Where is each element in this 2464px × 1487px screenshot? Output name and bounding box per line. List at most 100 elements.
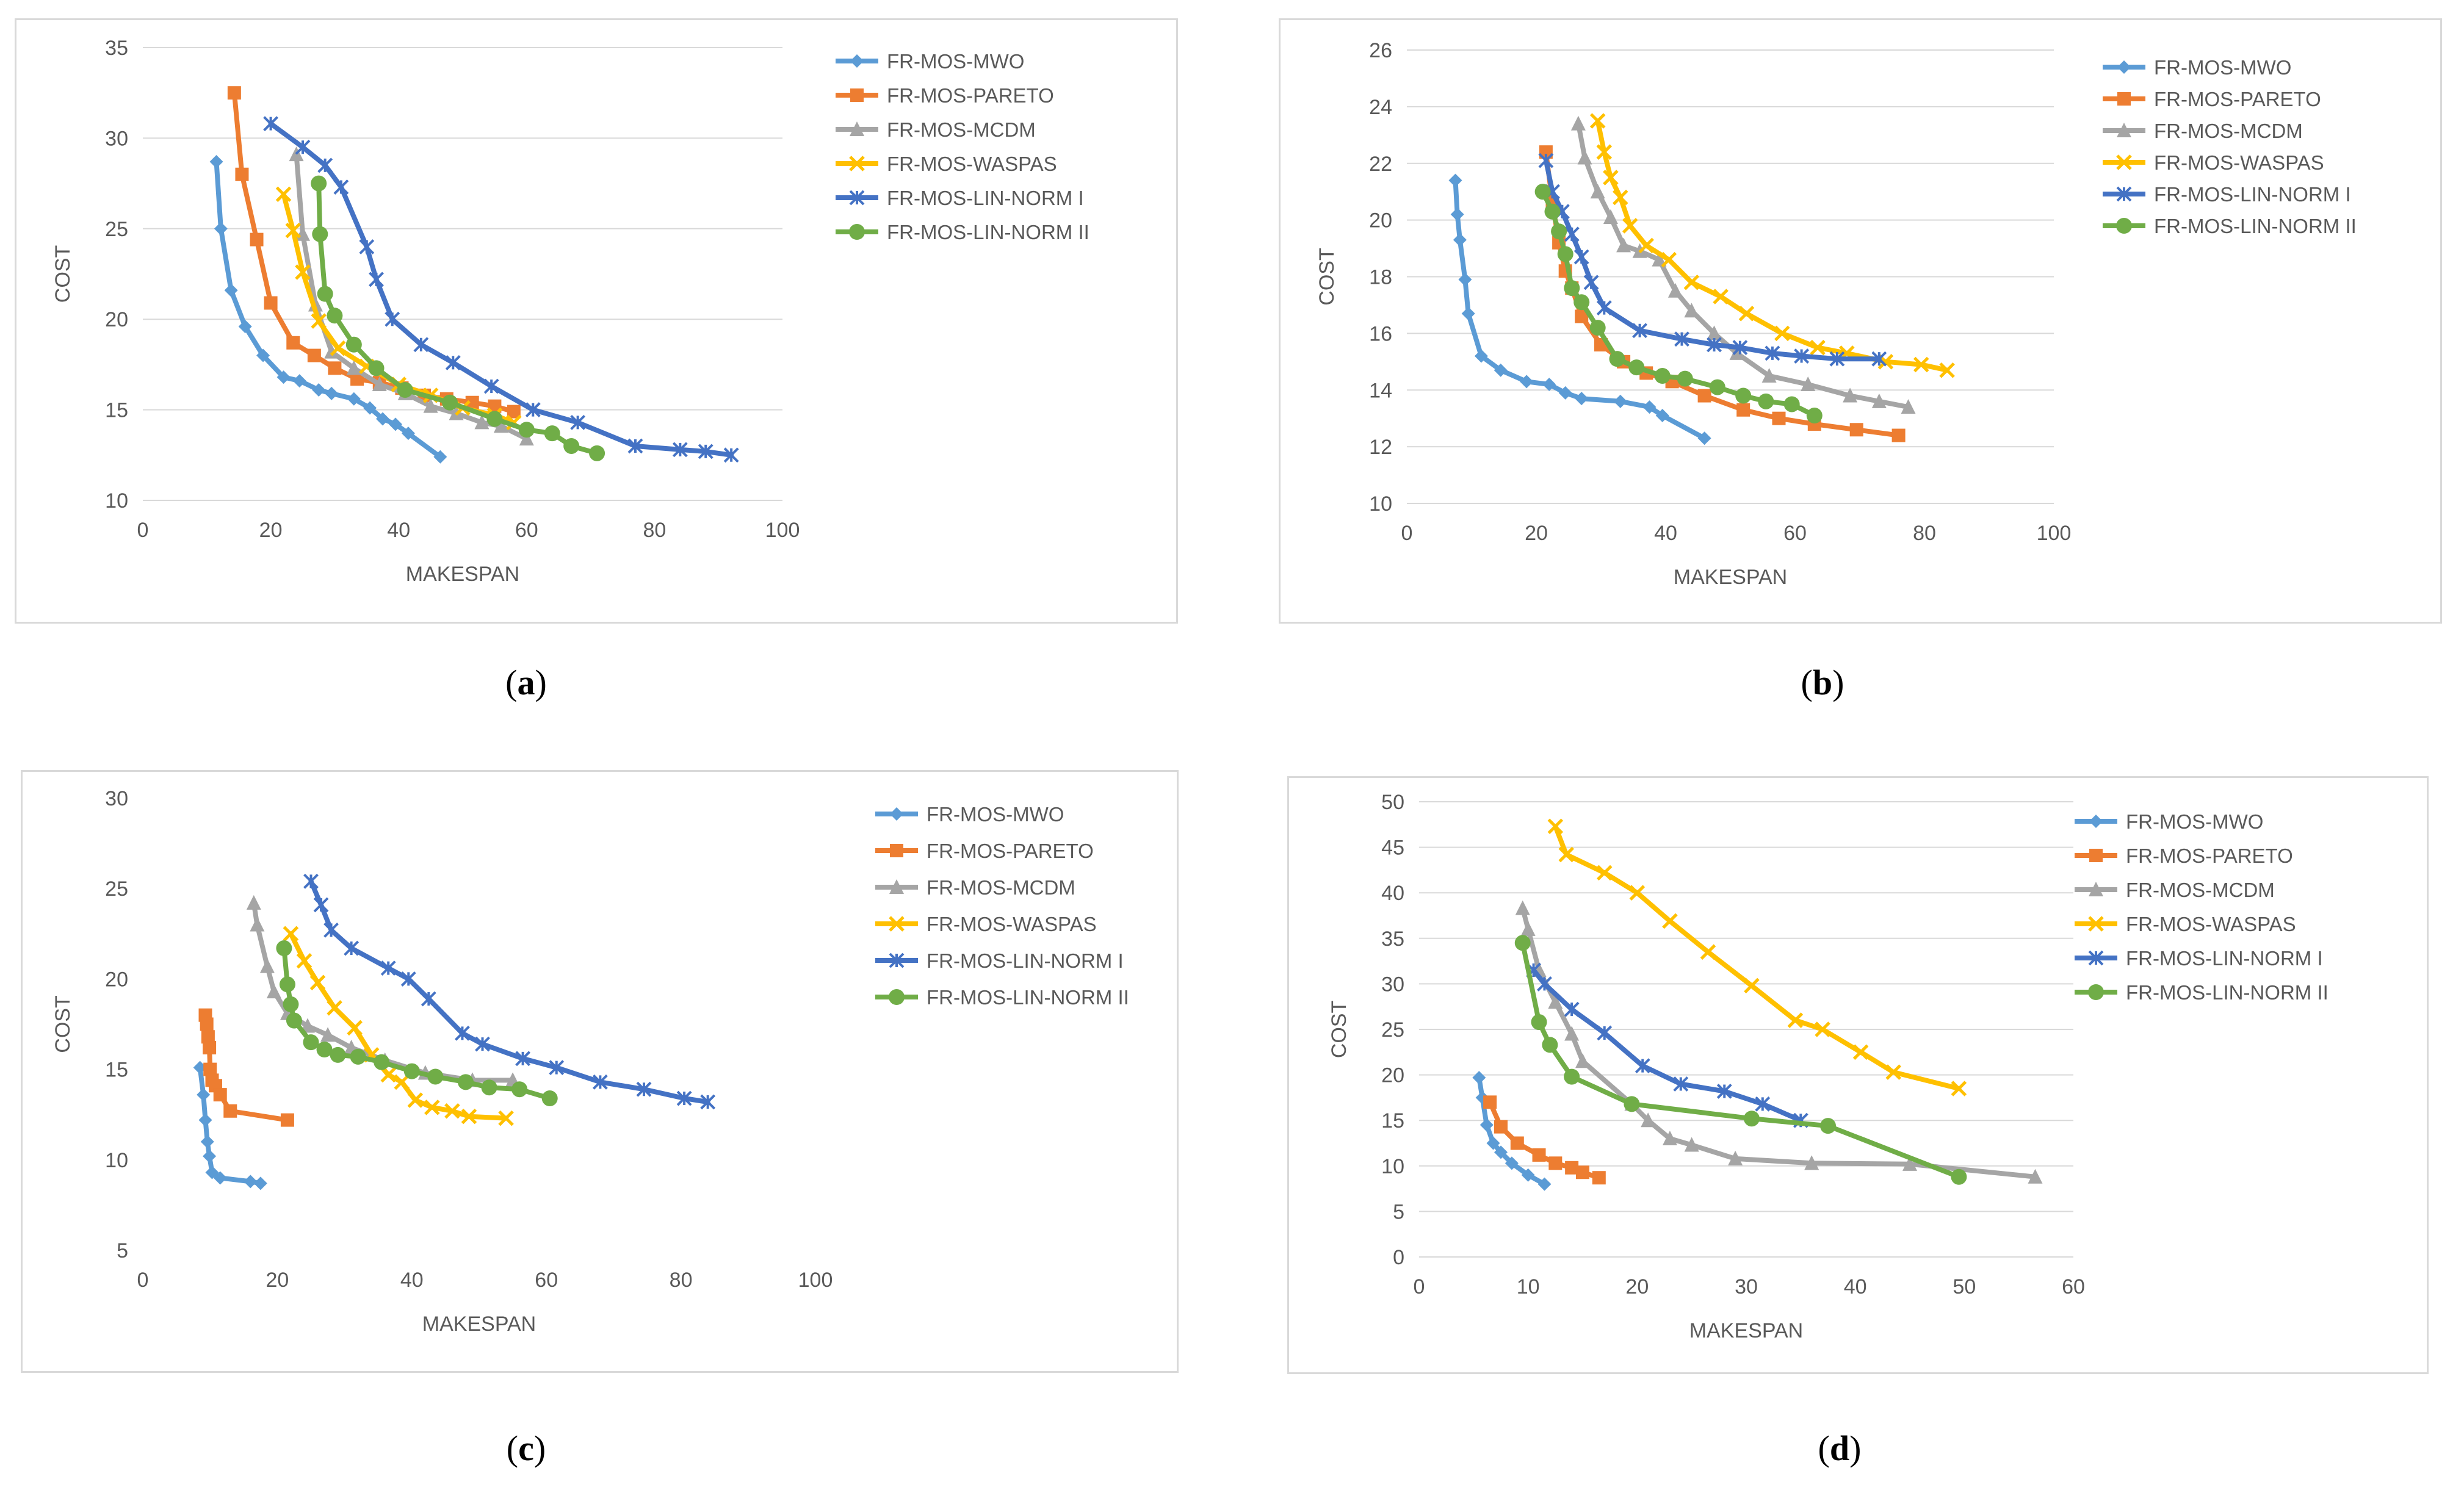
x-tick-label: 80: [1913, 522, 1936, 545]
data-point: [380, 1067, 396, 1083]
data-point: [205, 1165, 219, 1179]
data-point: [486, 411, 503, 427]
data-point: [346, 360, 361, 375]
data-point: [1603, 170, 1619, 185]
data-point: [1564, 1026, 1580, 1041]
data-point: [413, 337, 429, 353]
data-point: [1494, 363, 1508, 377]
data-point: [203, 1041, 217, 1055]
data-point: [455, 1025, 470, 1041]
data-point: [1684, 303, 1699, 318]
data-point: [286, 1012, 302, 1029]
data-point: [1758, 393, 1774, 409]
data-point: [1551, 223, 1567, 240]
data-point: [1871, 351, 1887, 367]
data-point: [400, 971, 416, 987]
data-point: [285, 223, 302, 239]
data-point: [1576, 1165, 1589, 1179]
data-point: [433, 450, 447, 464]
legend-marker: [889, 989, 905, 1005]
data-point: [570, 414, 586, 430]
data-point: [244, 1175, 258, 1189]
legend-item: FR-MOS-PARETO: [836, 84, 1054, 107]
data-point: [200, 1135, 214, 1149]
data-point: [493, 418, 508, 433]
legend-label: FR-MOS-MCDM: [2154, 120, 2303, 142]
data-point: [1732, 340, 1748, 356]
data-point: [465, 395, 479, 409]
data-point: [1700, 944, 1716, 960]
y-tick-label: 22: [1369, 153, 1392, 176]
legend-label: FR-MOS-LIN-NORM II: [927, 986, 1129, 1009]
data-point: [328, 361, 342, 375]
data-point: [1475, 1090, 1489, 1104]
legend-item: FR-MOS-MCDM: [2075, 879, 2275, 901]
legend-label: FR-MOS-PARETO: [927, 840, 1094, 862]
caption-letter: c: [518, 1428, 534, 1468]
caption-close-paren: ): [1849, 1428, 1862, 1468]
y-tick-label: 30: [105, 127, 128, 150]
data-point: [1479, 1118, 1494, 1132]
series-line: [268, 121, 734, 458]
data-point: [296, 952, 313, 969]
data-point: [1673, 1076, 1689, 1092]
legend-item: FR-MOS-WASPAS: [875, 913, 1097, 935]
data-point: [313, 897, 329, 913]
x-tick-label: 0: [1414, 1275, 1425, 1298]
series-fr-mos-lin-norm-i: [1538, 153, 1887, 367]
data-point: [1521, 1168, 1535, 1182]
data-point: [276, 370, 291, 384]
data-point: [286, 336, 300, 350]
data-point: [407, 1092, 424, 1108]
chart-svg: 0 5 10 15 20 25 30 35 40 45 50 0 10 20 30 40 50 60 MAKESPA…: [1287, 776, 2429, 1374]
legend-label: FR-MOS-WASPAS: [2126, 913, 2296, 935]
legend-marker: [2117, 60, 2131, 74]
series-fr-mos-mcdm: [1570, 115, 1916, 414]
data-point: [1729, 345, 1744, 360]
data-point: [1901, 399, 1916, 414]
x-tick-label: 20: [1625, 1275, 1649, 1298]
data-point: [1548, 994, 1563, 1009]
data-point: [1575, 392, 1589, 406]
data-point: [1713, 289, 1729, 304]
data-point: [388, 417, 402, 431]
legend-label: FR-MOS-LIN-NORM II: [2154, 215, 2357, 237]
data-point: [1662, 1131, 1677, 1146]
caption-letter: d: [1829, 1428, 1850, 1468]
series-fr-mos-pareto: [1483, 1095, 1606, 1185]
data-point: [403, 1063, 420, 1079]
legend-label: FR-MOS-LIN-NORM I: [2154, 183, 2351, 206]
data-point: [280, 1113, 294, 1127]
legend-item: FR-MOS-MWO: [875, 803, 1064, 826]
data-point: [259, 958, 275, 973]
data-point: [263, 116, 279, 132]
legend-item: FR-MOS-MCDM: [875, 876, 1075, 899]
y-tick-label: 18: [1369, 266, 1392, 289]
legend-marker: [889, 879, 904, 894]
data-point: [1570, 115, 1586, 131]
legend-label: FR-MOS-MCDM: [887, 118, 1036, 141]
data-point: [193, 1060, 207, 1075]
data-point: [394, 1074, 410, 1090]
data-point: [1548, 1156, 1563, 1170]
legend-marker: [2116, 154, 2132, 170]
caption-open-paren: (: [505, 663, 518, 702]
legend-item: FR-MOS-WASPAS: [2075, 913, 2296, 935]
data-point: [1575, 1053, 1590, 1068]
caption-b: (b): [1801, 662, 1844, 703]
data-point: [246, 895, 261, 910]
x-axis-title: MAKESPAN: [422, 1312, 536, 1336]
data-point: [1573, 294, 1590, 311]
data-point: [312, 226, 328, 242]
data-point: [1624, 1096, 1640, 1112]
x-tick-label: 20: [266, 1269, 289, 1292]
data-point: [518, 422, 535, 438]
data-point: [256, 348, 270, 362]
data-point: [1564, 1001, 1580, 1017]
y-tick-label: 5: [1393, 1200, 1404, 1223]
data-point: [238, 320, 252, 334]
data-point: [1697, 389, 1711, 403]
data-point: [1472, 1071, 1486, 1085]
x-tick-label: 20: [1525, 522, 1548, 545]
data-point: [1616, 237, 1631, 253]
